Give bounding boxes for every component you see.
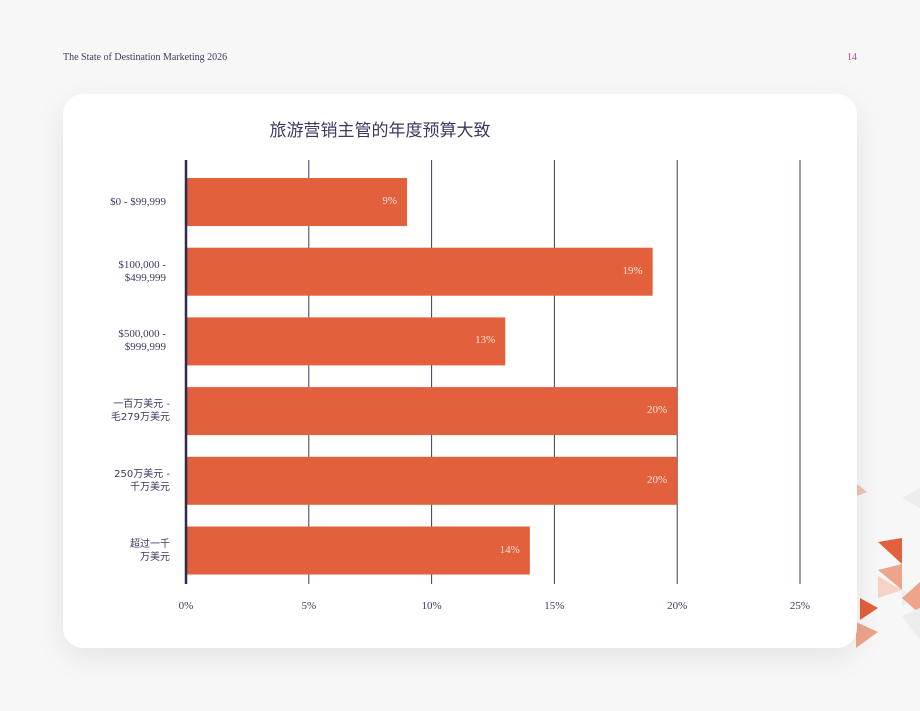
- data-label: 20%: [647, 473, 668, 486]
- x-tick-label: 0%: [178, 600, 194, 612]
- bar: [186, 387, 678, 436]
- bar: [186, 317, 506, 366]
- x-tick-label: 10%: [421, 600, 442, 612]
- bar: [186, 456, 678, 505]
- x-tick-label: 20%: [667, 600, 688, 612]
- bar: [186, 526, 530, 575]
- data-label: 20%: [647, 404, 668, 417]
- category-label: 250万美元 - 千万美元: [114, 468, 170, 493]
- x-tick-label: 5%: [301, 600, 317, 612]
- decorative-triangles: [856, 484, 920, 648]
- category-label: $500,000 - $999,999: [118, 328, 166, 354]
- category-label: $100,000 - $499,999: [118, 258, 166, 284]
- document-title: The State of Destination Marketing 2026: [63, 52, 228, 63]
- category-label: $0 - $99,999: [110, 195, 166, 208]
- data-label: 19%: [622, 264, 643, 277]
- data-label: 14%: [499, 543, 520, 556]
- data-label: 9%: [382, 195, 398, 207]
- data-label: 13%: [475, 334, 496, 347]
- x-tick-label: 25%: [789, 600, 811, 612]
- page-number: 14: [847, 52, 857, 63]
- chart-title: 旅游营销主管的年度预算大致: [269, 121, 491, 141]
- bar: [186, 178, 408, 226]
- category-label: 超过一千 万美元: [130, 538, 170, 563]
- bar: [186, 247, 653, 296]
- category-label: 一百万美元 - 毛279万美元: [110, 399, 170, 424]
- x-tick-label: 15%: [544, 600, 565, 612]
